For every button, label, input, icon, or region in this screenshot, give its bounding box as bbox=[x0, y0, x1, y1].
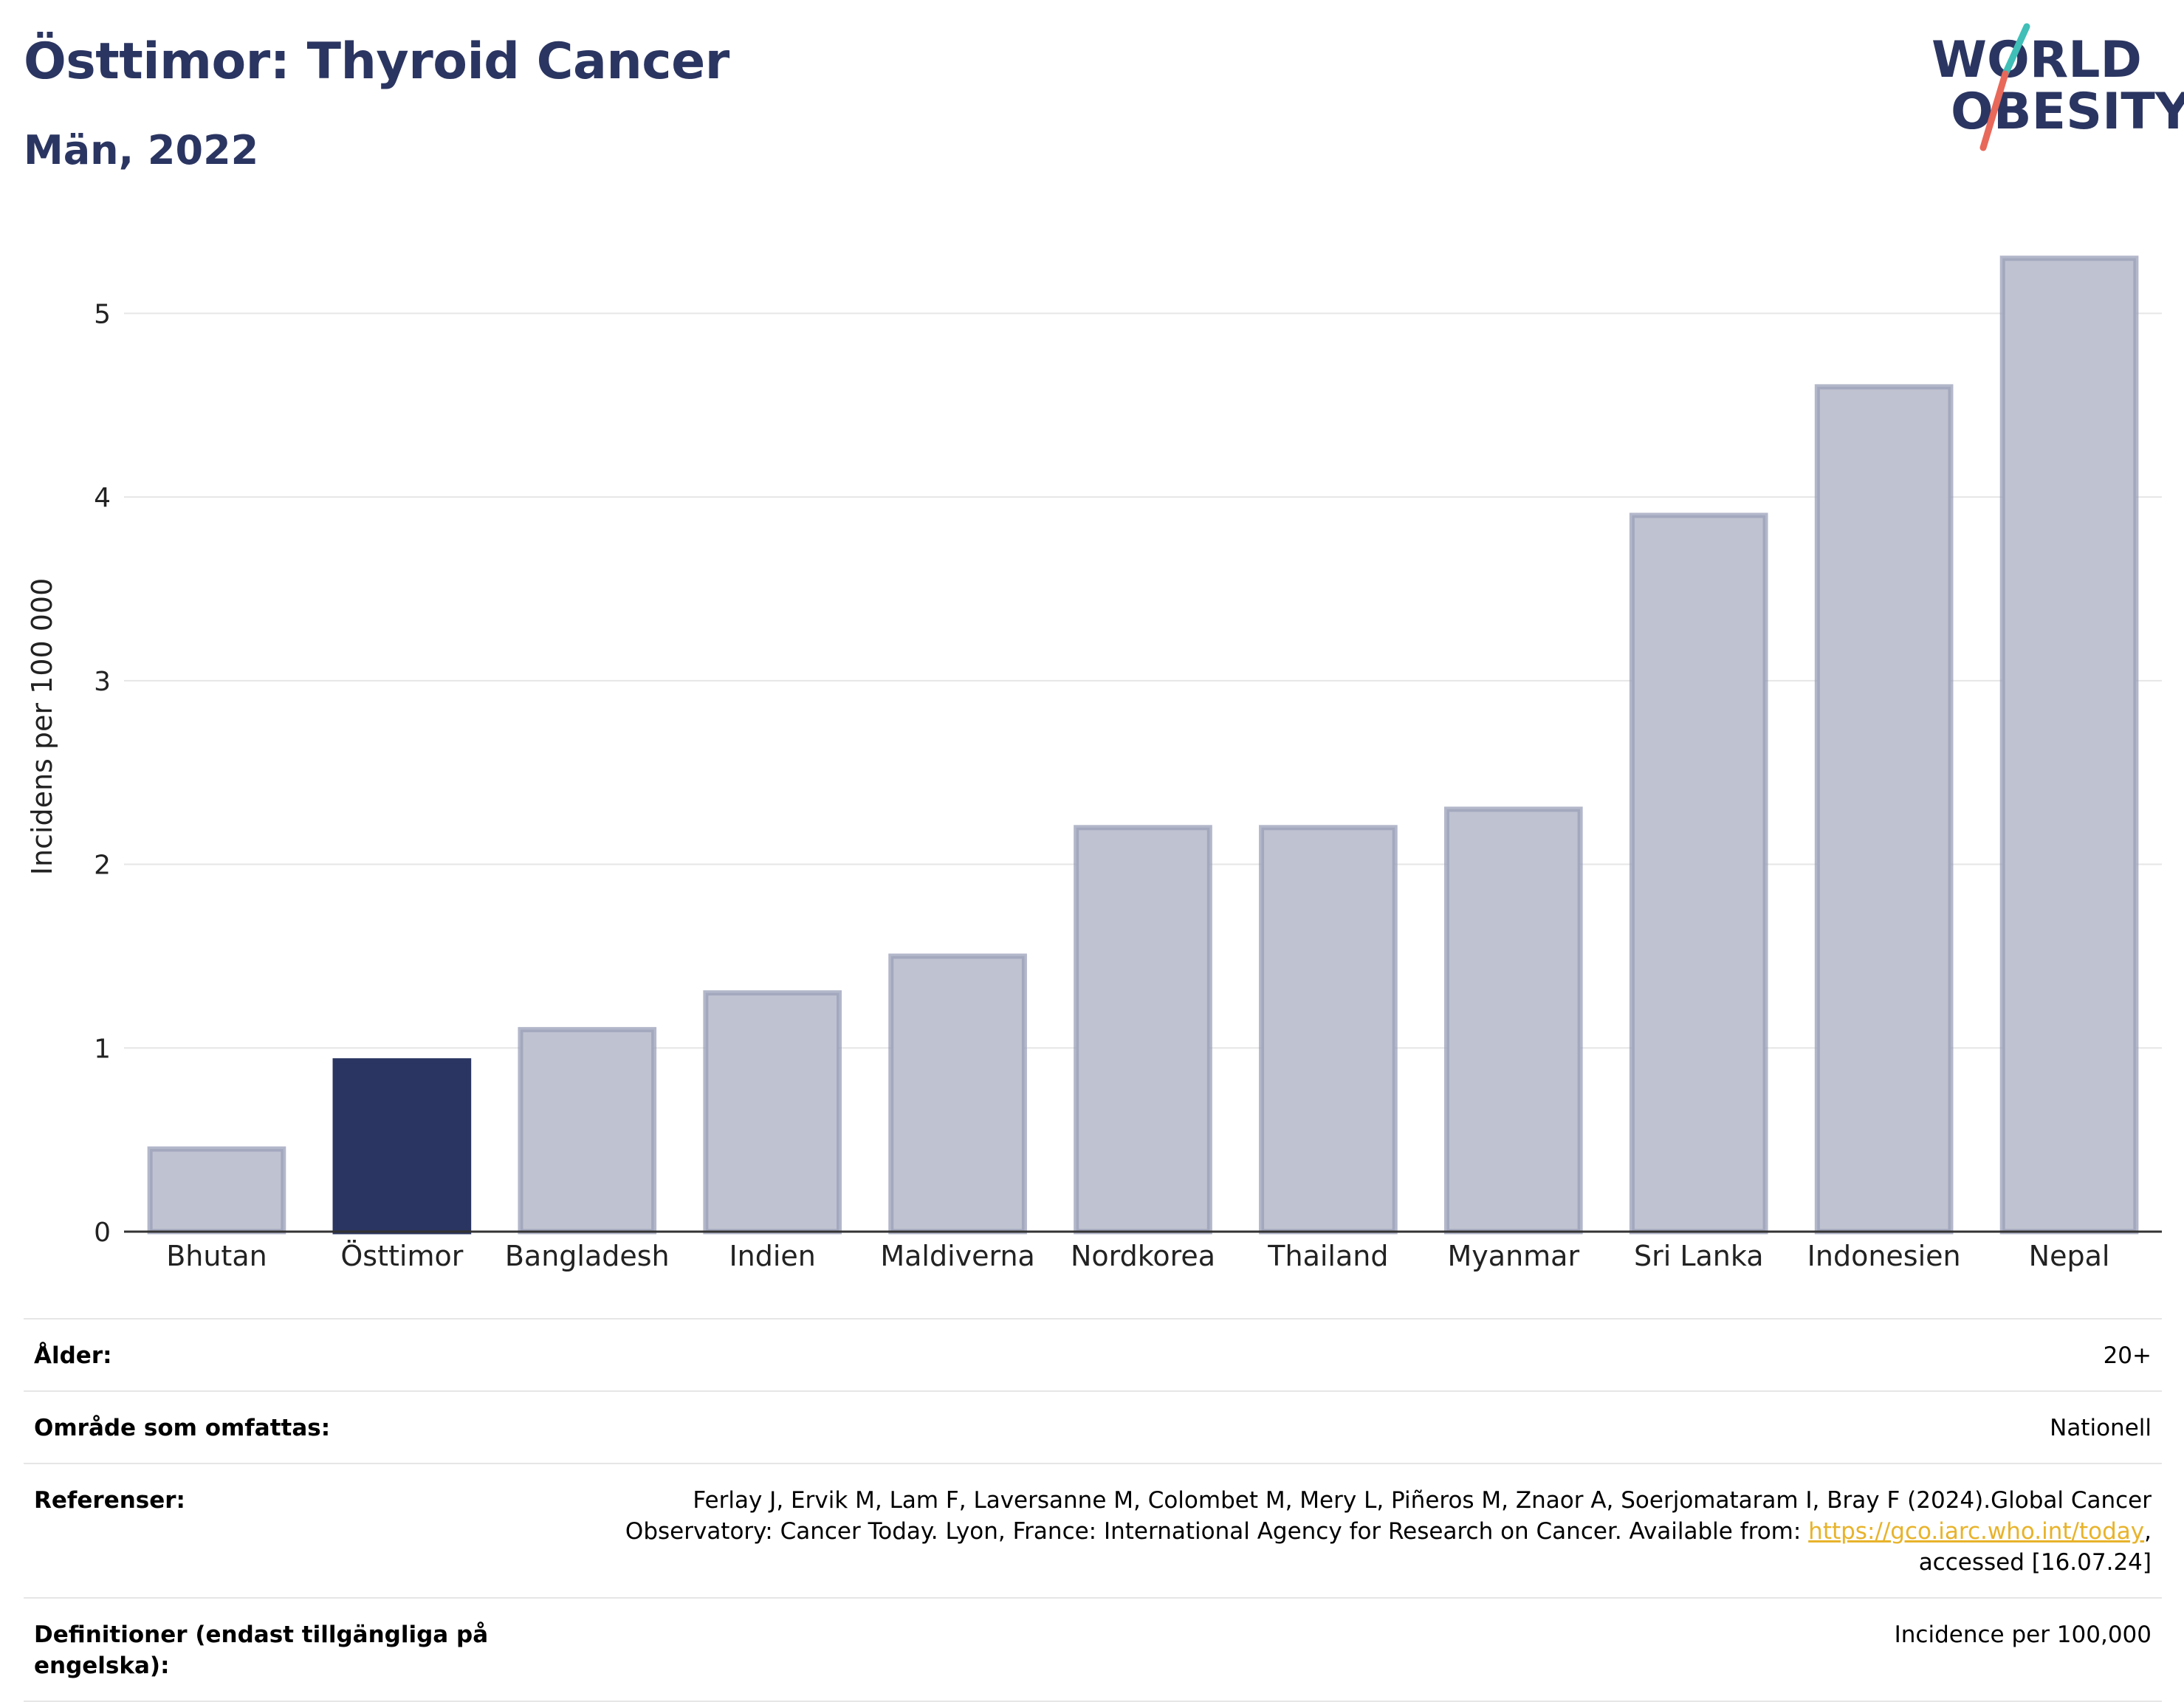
bar-bangladesh bbox=[518, 1026, 657, 1235]
bar-indonesien bbox=[1814, 384, 1954, 1235]
meta-row-area: Område som omfattas: Nationell bbox=[24, 1390, 2162, 1463]
x-tick-label: Bangladesh bbox=[505, 1240, 670, 1272]
meta-value-reference: Ferlay J, Ervik M, Lam F, Laversanne M, … bbox=[564, 1485, 2152, 1578]
x-tick-label: Nordkorea bbox=[1071, 1240, 1215, 1272]
x-tick-label: Bhutan bbox=[166, 1240, 267, 1272]
bars bbox=[147, 255, 2139, 1235]
bar-nepal bbox=[1999, 255, 2139, 1235]
meta-value: Nationell bbox=[2050, 1415, 2152, 1441]
bar-nordkorea bbox=[1074, 825, 1212, 1235]
world-obesity-logo: WORLD OBESITY bbox=[1927, 22, 2184, 155]
bar-myanmar bbox=[1443, 806, 1583, 1235]
x-axis-ticks: Bhutan Östtimor Bangladesh Indien Maldiverna… bbox=[166, 1240, 2109, 1272]
x-tick-label: Östtimor bbox=[340, 1240, 463, 1272]
reference-link[interactable]: https://gco.iarc.who.int/today bbox=[1808, 1518, 2145, 1545]
y-tick-label: 2 bbox=[94, 851, 111, 881]
y-tick-label: 3 bbox=[94, 667, 111, 697]
y-tick-label: 4 bbox=[94, 483, 111, 513]
bar-bhutan bbox=[147, 1146, 286, 1235]
bar-thailand bbox=[1259, 825, 1398, 1235]
meta-label: Område som omfattas: bbox=[34, 1415, 331, 1441]
bar-maldiverna bbox=[888, 953, 1027, 1235]
bar-östtimor bbox=[332, 1058, 472, 1235]
page-subtitle: Män, 2022 bbox=[24, 127, 259, 174]
x-tick-label: Nepal bbox=[2029, 1240, 2110, 1272]
bar-sri-lanka bbox=[1629, 512, 1768, 1235]
y-tick-label: 1 bbox=[94, 1034, 111, 1064]
reference-text-after: , accessed [16.07.24] bbox=[1918, 1518, 2152, 1576]
x-tick-label: Thailand bbox=[1267, 1240, 1388, 1272]
x-tick-label: Myanmar bbox=[1448, 1240, 1580, 1272]
meta-label: Definitioner (endast tillgängliga på eng… bbox=[34, 1622, 489, 1679]
metadata-table: Ålder: 20+ Område som omfattas: Nationel… bbox=[24, 1318, 2162, 1702]
bar-chart: 0 1 2 3 4 5 Bhutan Östtimor Bangladesh Indien Mal… bbox=[26, 255, 2162, 1272]
reference-text: Ferlay J, Ervik M, Lam F, Laversanne M, … bbox=[625, 1487, 2152, 1545]
meta-row-references: Referenser: Ferlay J, Ervik M, Lam F, La… bbox=[24, 1463, 2162, 1597]
meta-row-definitions: Definitioner (endast tillgängliga på eng… bbox=[24, 1597, 2162, 1702]
logo-line1: WORLD bbox=[1931, 31, 2142, 89]
meta-value: 20+ bbox=[2103, 1342, 2152, 1369]
x-tick-label: Maldiverna bbox=[880, 1240, 1035, 1272]
y-axis-label: Incidens per 100 000 bbox=[26, 578, 58, 876]
y-tick-label: 0 bbox=[94, 1218, 111, 1248]
page-title: Östtimor: Thyroid Cancer bbox=[24, 32, 729, 91]
meta-row-age: Ålder: 20+ bbox=[24, 1318, 2162, 1390]
x-tick-label: Indien bbox=[729, 1240, 815, 1272]
y-tick-label: 5 bbox=[94, 299, 111, 329]
bar-indien bbox=[703, 990, 842, 1235]
meta-label: Ålder: bbox=[34, 1342, 112, 1369]
meta-value: Incidence per 100,000 bbox=[1894, 1622, 2152, 1648]
x-tick-label: Indonesien bbox=[1807, 1240, 1961, 1272]
x-tick-label: Sri Lanka bbox=[1634, 1240, 1764, 1272]
y-axis-ticks: 0 1 2 3 4 5 bbox=[94, 299, 111, 1248]
logo-slash-icon bbox=[1979, 23, 2030, 151]
meta-label: Referenser: bbox=[34, 1487, 185, 1514]
